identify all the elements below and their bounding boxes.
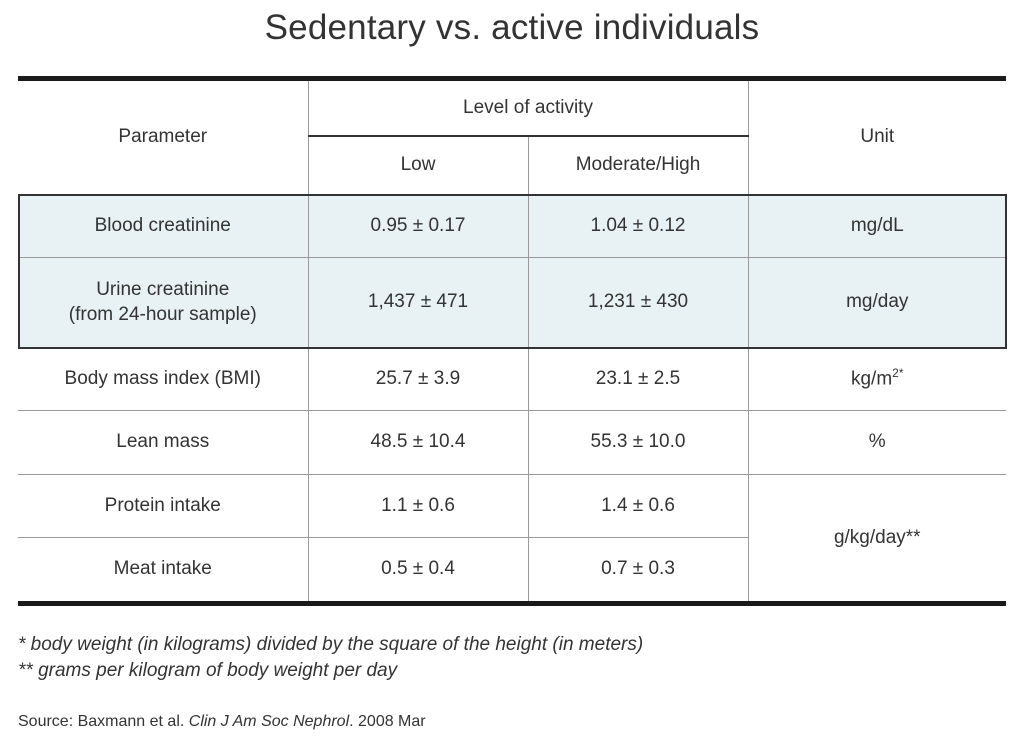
table-row: Lean mass 48.5 ± 10.4 55.3 ± 10.0 % — [18, 409, 1006, 475]
page-title: Sedentary vs. active individuals — [264, 8, 760, 47]
header-moderate-high: Moderate/High — [527, 135, 748, 195]
unit-base: kg/m — [850, 368, 893, 390]
cell-parameter: Urine creatinine (from 24-hour sample) — [18, 256, 309, 348]
cell-moderate-high: 1,231 ± 430 — [527, 256, 749, 348]
cell-moderate-high: 1.04 ± 0.12 — [527, 193, 749, 258]
cell-parameter: Protein intake — [18, 473, 309, 538]
cell-unit: kg/m2* — [747, 346, 1006, 411]
footnote-intake: ** grams per kilogram of body weight per… — [18, 660, 398, 681]
cell-moderate-high: 0.7 ± 0.3 — [527, 536, 748, 601]
cell-parameter-line-2: (from 24-hour sample) — [68, 304, 257, 325]
unit-superscript: 2* — [892, 366, 904, 381]
cell-parameter: Blood creatinine — [18, 193, 309, 258]
header-row-2: Low Moderate/High — [18, 135, 1006, 195]
header-level-of-activity: Level of activity — [307, 81, 749, 137]
source-prefix: Source: Baxmann et al. — [18, 713, 189, 730]
cell-parameter-line-1: Urine creatinine — [96, 279, 230, 300]
source-suffix: . 2008 Mar — [349, 713, 426, 730]
cell-moderate-high: 1.4 ± 0.6 — [527, 473, 749, 538]
cell-low: 1,437 ± 471 — [307, 256, 529, 348]
table-top-rule — [18, 76, 1006, 81]
cell-unit: mg/dL — [747, 193, 1006, 258]
cell-unit: mg/day — [747, 256, 1006, 348]
data-table: Parameter Level of activity Unit Low Mod… — [18, 81, 1006, 602]
table-row: Meat intake 0.5 ± 0.4 0.7 ± 0.3 — [18, 536, 1006, 601]
header-row-1: Parameter Level of activity Unit — [18, 81, 1006, 195]
cell-unit: g/kg/day** — [747, 473, 1006, 602]
cell-low: 0.5 ± 0.4 — [307, 536, 529, 601]
header-parameter: Parameter — [18, 81, 309, 195]
cell-low: 48.5 ± 10.4 — [307, 409, 529, 475]
cell-moderate-high: 23.1 ± 2.5 — [527, 346, 749, 411]
cell-low: 0.95 ± 0.17 — [307, 193, 529, 258]
source-citation: Source: Baxmann et al. Clin J Am Soc Nep… — [18, 713, 426, 731]
cell-parameter: Meat intake — [18, 536, 309, 601]
cell-parameter: Body mass index (BMI) — [18, 346, 309, 411]
header-low: Low — [308, 135, 529, 195]
cell-moderate-high: 55.3 ± 10.0 — [527, 409, 749, 475]
table-row: Body mass index (BMI) 25.7 ± 3.9 23.1 ± … — [18, 346, 1006, 411]
table-row: Protein intake 1.1 ± 0.6 1.4 ± 0.6 g/kg/… — [18, 473, 1006, 602]
header-unit: Unit — [747, 81, 1006, 195]
table-row: Urine creatinine (from 24-hour sample) 1… — [18, 256, 1006, 348]
cell-low: 1.1 ± 0.6 — [307, 473, 529, 538]
cell-low: 25.7 ± 3.9 — [307, 346, 529, 411]
cell-parameter: Lean mass — [18, 409, 309, 475]
source-journal: Clin J Am Soc Nephrol — [188, 713, 350, 730]
footnote-bmi: * body weight (in kilograms) divided by … — [18, 634, 644, 655]
table-bottom-rule — [18, 601, 1006, 606]
table-row: Blood creatinine 0.95 ± 0.17 1.04 ± 0.12… — [18, 193, 1006, 258]
cell-unit: % — [747, 409, 1006, 475]
data-table-container: Parameter Level of activity Unit Low Mod… — [18, 76, 1007, 607]
